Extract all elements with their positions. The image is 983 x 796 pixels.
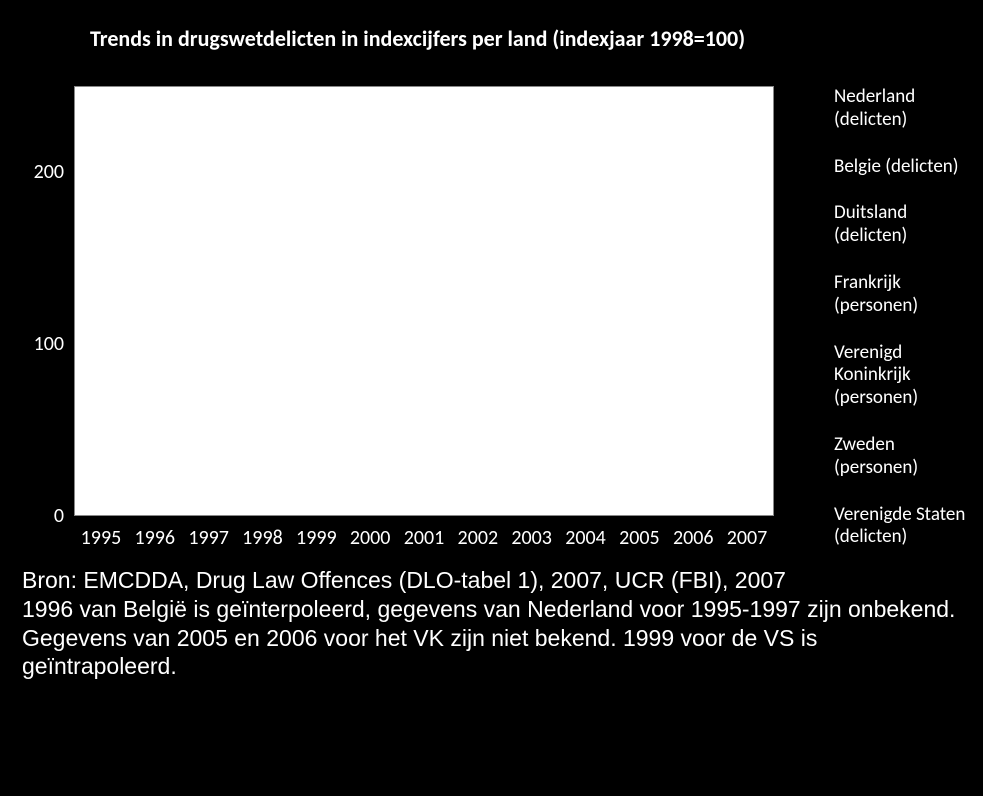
y-tick-label: 200	[34, 160, 64, 184]
diamond-marker-icon	[784, 158, 828, 178]
y-tick-label: 0	[54, 504, 64, 528]
plot-area	[74, 86, 774, 516]
legend-label: Verenigde Staten (delicten)	[834, 504, 974, 550]
legend-label: Frankrijk (personen)	[834, 272, 974, 318]
legend-item-zweden: Zweden (personen)	[784, 434, 974, 480]
x-tick-label: 2001	[404, 526, 445, 550]
plus-marker-icon	[784, 344, 828, 364]
x-tick-label: 1999	[296, 526, 337, 550]
x-tick-label: 1998	[242, 526, 283, 550]
x-tick-label: 2002	[458, 526, 499, 550]
footnote-text: Bron: EMCDDA, Drug Law Offences (DLO-tab…	[22, 566, 962, 681]
legend-label: Zweden (personen)	[834, 434, 974, 480]
y-tick-label: 100	[34, 332, 64, 356]
x-tick-label: 2003	[511, 526, 552, 550]
chart-title: Trends in drugswetdelicten in indexcijfe…	[90, 25, 745, 52]
y-axis: 0 100 200	[0, 86, 74, 516]
x-tick-label: 2004	[565, 526, 606, 550]
legend-item-vs: Verenigde Staten (delicten)	[784, 504, 974, 550]
x-marker-icon	[784, 274, 828, 294]
asterisk-marker-icon	[784, 88, 828, 108]
legend-item-nederland: Nederland (delicten)	[784, 86, 974, 132]
legend-label: Belgie (delicten)	[834, 156, 959, 179]
x-axis: 1995 1996 1997 1998 1999 2000 2001 2002 …	[74, 526, 774, 556]
x-tick-label: 1995	[81, 526, 122, 550]
legend-label: Verenigd Koninkrijk (personen)	[834, 342, 974, 410]
x-tick-label: 1997	[188, 526, 229, 550]
x-tick-label: 2005	[619, 526, 660, 550]
legend-label: Nederland (delicten)	[834, 86, 974, 132]
x-tick-label: 1996	[134, 526, 175, 550]
legend-item-frankrijk: Frankrijk (personen)	[784, 272, 974, 318]
square-marker-icon	[784, 506, 828, 526]
legend: Nederland (delicten) Belgie (delicten) D…	[784, 86, 974, 573]
legend-item-duitsland: Duitsland (delicten)	[784, 202, 974, 248]
legend-label: Duitsland (delicten)	[834, 202, 974, 248]
x-tick-label: 2006	[673, 526, 714, 550]
x-tick-label: 2000	[350, 526, 391, 550]
legend-item-vk: Verenigd Koninkrijk (personen)	[784, 342, 974, 410]
legend-item-belgie: Belgie (delicten)	[784, 156, 974, 179]
circle-marker-icon	[784, 436, 828, 456]
triangle-marker-icon	[784, 204, 828, 224]
x-tick-label: 2007	[727, 526, 768, 550]
